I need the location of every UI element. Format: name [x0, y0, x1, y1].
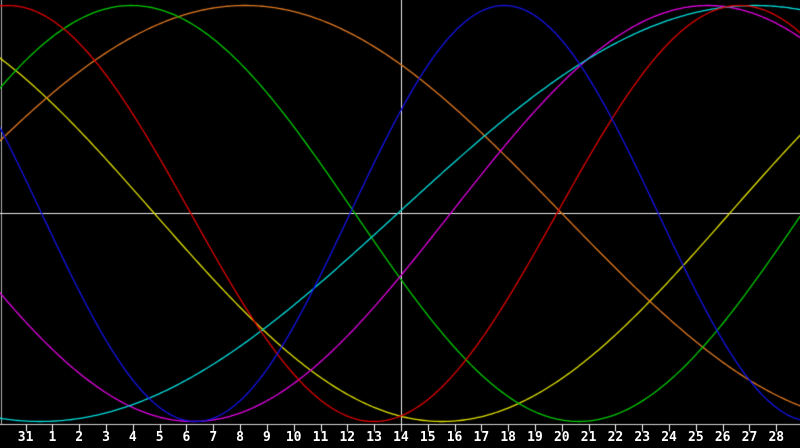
x-tick-label-13: 13: [366, 430, 382, 445]
x-tick-label-6: 6: [182, 430, 191, 445]
x-tick-label-10: 10: [285, 430, 302, 445]
x-tick-label-1: 1: [48, 430, 57, 445]
x-tick-label-3: 3: [102, 430, 110, 445]
x-tick-label-16: 16: [446, 430, 463, 445]
x-tick-label-28: 28: [768, 430, 785, 445]
x-tick-label-26: 26: [714, 430, 731, 445]
x-tick-label-23: 23: [634, 430, 651, 445]
x-tick-label-21: 21: [580, 430, 597, 445]
x-tick-label-7: 7: [209, 430, 218, 445]
x-tick-label-27: 27: [741, 430, 758, 445]
x-tick-label-12: 12: [339, 430, 356, 445]
x-tick-label-22: 22: [607, 430, 624, 445]
x-tick-label-24: 24: [661, 430, 677, 445]
x-tick-label-31: 31: [17, 430, 34, 445]
x-tick-label-2: 2: [75, 430, 84, 445]
x-tick-label-25: 25: [688, 430, 704, 445]
x-tick-label-5: 5: [155, 430, 164, 445]
x-tick-label-15: 15: [419, 430, 436, 445]
x-tick-label-18: 18: [500, 430, 516, 445]
x-tick-label-19: 19: [527, 430, 543, 445]
x-tick-label-8: 8: [236, 430, 244, 445]
x-tick-label-9: 9: [262, 430, 271, 445]
x-tick-label-17: 17: [473, 430, 490, 445]
x-tick-label-4: 4: [128, 430, 137, 445]
x-tick-label-14: 14: [393, 430, 409, 445]
x-tick-label-20: 20: [553, 430, 570, 445]
x-tick-label-11: 11: [312, 430, 329, 445]
